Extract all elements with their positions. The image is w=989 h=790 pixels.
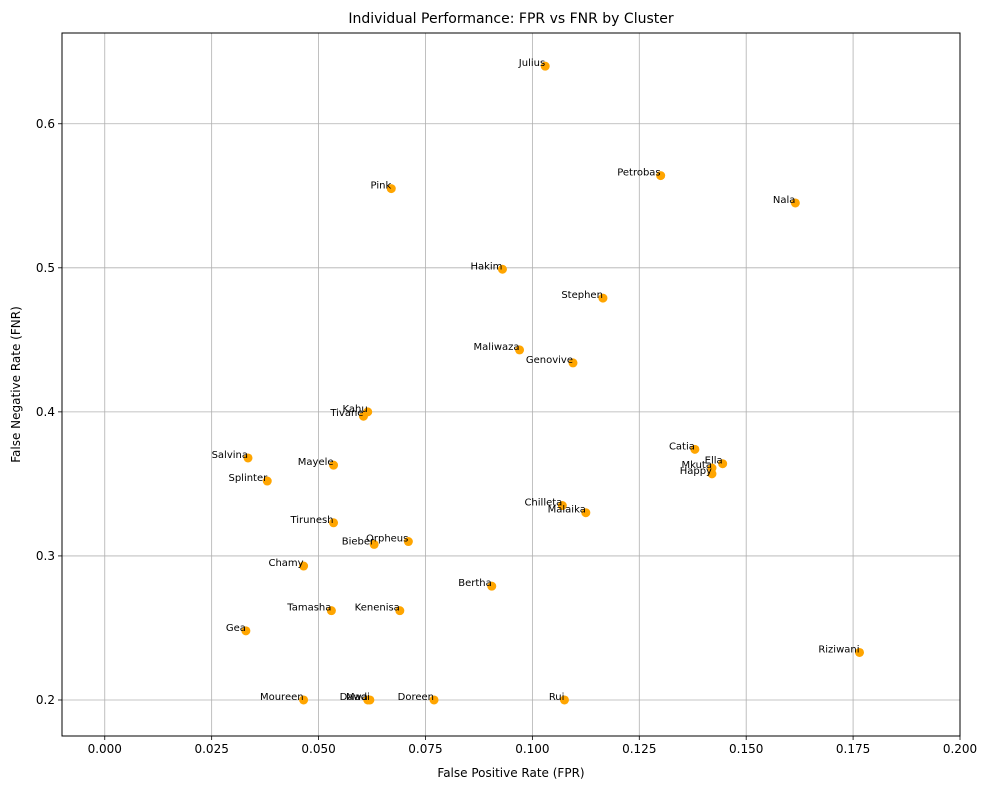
point-label: Maliwaza bbox=[474, 342, 520, 353]
point-label: Happy bbox=[680, 466, 712, 477]
point-label: Pink bbox=[371, 181, 392, 192]
point-label: Doreen bbox=[398, 692, 434, 703]
point-label: Kenenisa bbox=[355, 603, 400, 614]
x-axis-ticks: 0.000 0.025 0.050 0.075 0.100 0.125 0.150 0.175… bbox=[88, 736, 977, 756]
point-label: Mayele bbox=[298, 457, 334, 468]
data-point bbox=[365, 695, 375, 705]
point-label: Malaika bbox=[548, 505, 586, 516]
point-label: Petrobas bbox=[617, 168, 660, 179]
y-tick-label: 0.2 bbox=[36, 693, 55, 707]
y-tick-label: 0.5 bbox=[36, 261, 55, 275]
x-tick-label: 0.200 bbox=[943, 742, 977, 756]
data-point bbox=[369, 539, 379, 549]
data-point bbox=[262, 476, 272, 486]
point-label: Ella bbox=[705, 456, 723, 467]
data-point bbox=[540, 61, 550, 71]
point-label: Mkuta bbox=[681, 460, 712, 471]
point-label: Salvina bbox=[212, 450, 248, 461]
point-label: Madi bbox=[346, 692, 370, 703]
data-point bbox=[718, 459, 728, 469]
data-point bbox=[790, 198, 800, 208]
chart-title: Individual Performance: FPR vs FNR by Cl… bbox=[348, 11, 673, 27]
point-labels: Julius Petrobas Pink Nala Hakim Stephen Maliwa… bbox=[212, 58, 860, 703]
data-point bbox=[656, 171, 666, 181]
data-point bbox=[707, 469, 717, 479]
y-axis-label: False Negative Rate (FNR) bbox=[9, 306, 23, 463]
data-point bbox=[690, 444, 700, 454]
data-point bbox=[299, 561, 309, 571]
y-tick-label: 0.3 bbox=[36, 549, 55, 563]
point-label: Splinter bbox=[228, 473, 268, 484]
data-point bbox=[329, 518, 339, 528]
data-point bbox=[241, 626, 251, 636]
data-point bbox=[487, 581, 497, 591]
data-point bbox=[329, 460, 339, 470]
y-axis-ticks: 0.2 0.3 0.4 0.5 0.6 bbox=[36, 117, 62, 707]
point-label: Genovive bbox=[526, 355, 573, 366]
point-label: Kahu bbox=[343, 404, 368, 415]
y-tick-label: 0.4 bbox=[36, 405, 55, 419]
point-label: Nala bbox=[773, 195, 796, 206]
x-tick-label: 0.050 bbox=[301, 742, 335, 756]
data-point bbox=[386, 184, 396, 194]
data-point bbox=[358, 411, 368, 421]
point-label: Chilleta bbox=[524, 498, 562, 509]
data-point bbox=[559, 695, 569, 705]
point-label: Riziwani bbox=[818, 644, 859, 655]
data-point bbox=[326, 606, 336, 616]
data-points bbox=[241, 61, 865, 705]
data-point bbox=[581, 508, 591, 518]
x-tick-label: 0.175 bbox=[836, 742, 870, 756]
point-label: Julius bbox=[518, 58, 545, 69]
point-label: Stephen bbox=[561, 290, 603, 301]
data-point bbox=[568, 358, 578, 368]
data-point bbox=[515, 345, 525, 355]
grid-lines bbox=[62, 33, 961, 736]
point-label: Orpheus bbox=[366, 534, 408, 545]
data-point bbox=[243, 453, 253, 463]
point-label: Bertha bbox=[458, 578, 492, 589]
data-point bbox=[855, 647, 865, 657]
x-axis-label: False Positive Rate (FPR) bbox=[437, 766, 584, 780]
point-label: Catia bbox=[669, 441, 695, 452]
x-tick-label: 0.075 bbox=[408, 742, 442, 756]
data-point bbox=[403, 537, 413, 547]
point-label: Dawa bbox=[340, 692, 368, 703]
point-label: Bieber bbox=[342, 536, 375, 547]
data-point bbox=[557, 501, 567, 511]
y-tick-label: 0.6 bbox=[36, 117, 55, 131]
point-label: Rui bbox=[549, 692, 565, 703]
point-label: Tirunesh bbox=[289, 515, 333, 526]
point-label: Moureen bbox=[260, 692, 304, 703]
data-point bbox=[395, 606, 405, 616]
point-label: Gea bbox=[226, 623, 246, 634]
data-point bbox=[429, 695, 439, 705]
plot-frame bbox=[61, 32, 961, 737]
x-tick-label: 0.100 bbox=[515, 742, 549, 756]
data-point bbox=[299, 695, 309, 705]
point-label: Tivane bbox=[329, 408, 363, 419]
x-tick-label: 0.025 bbox=[194, 742, 228, 756]
point-label: Hakim bbox=[470, 261, 502, 272]
data-point bbox=[598, 293, 608, 303]
point-label: Tamasha bbox=[286, 603, 331, 614]
x-tick-label: 0.150 bbox=[729, 742, 763, 756]
x-tick-label: 0.125 bbox=[622, 742, 656, 756]
point-label: Chamy bbox=[268, 558, 303, 569]
data-point bbox=[497, 264, 507, 274]
x-tick-label: 0.000 bbox=[88, 742, 122, 756]
